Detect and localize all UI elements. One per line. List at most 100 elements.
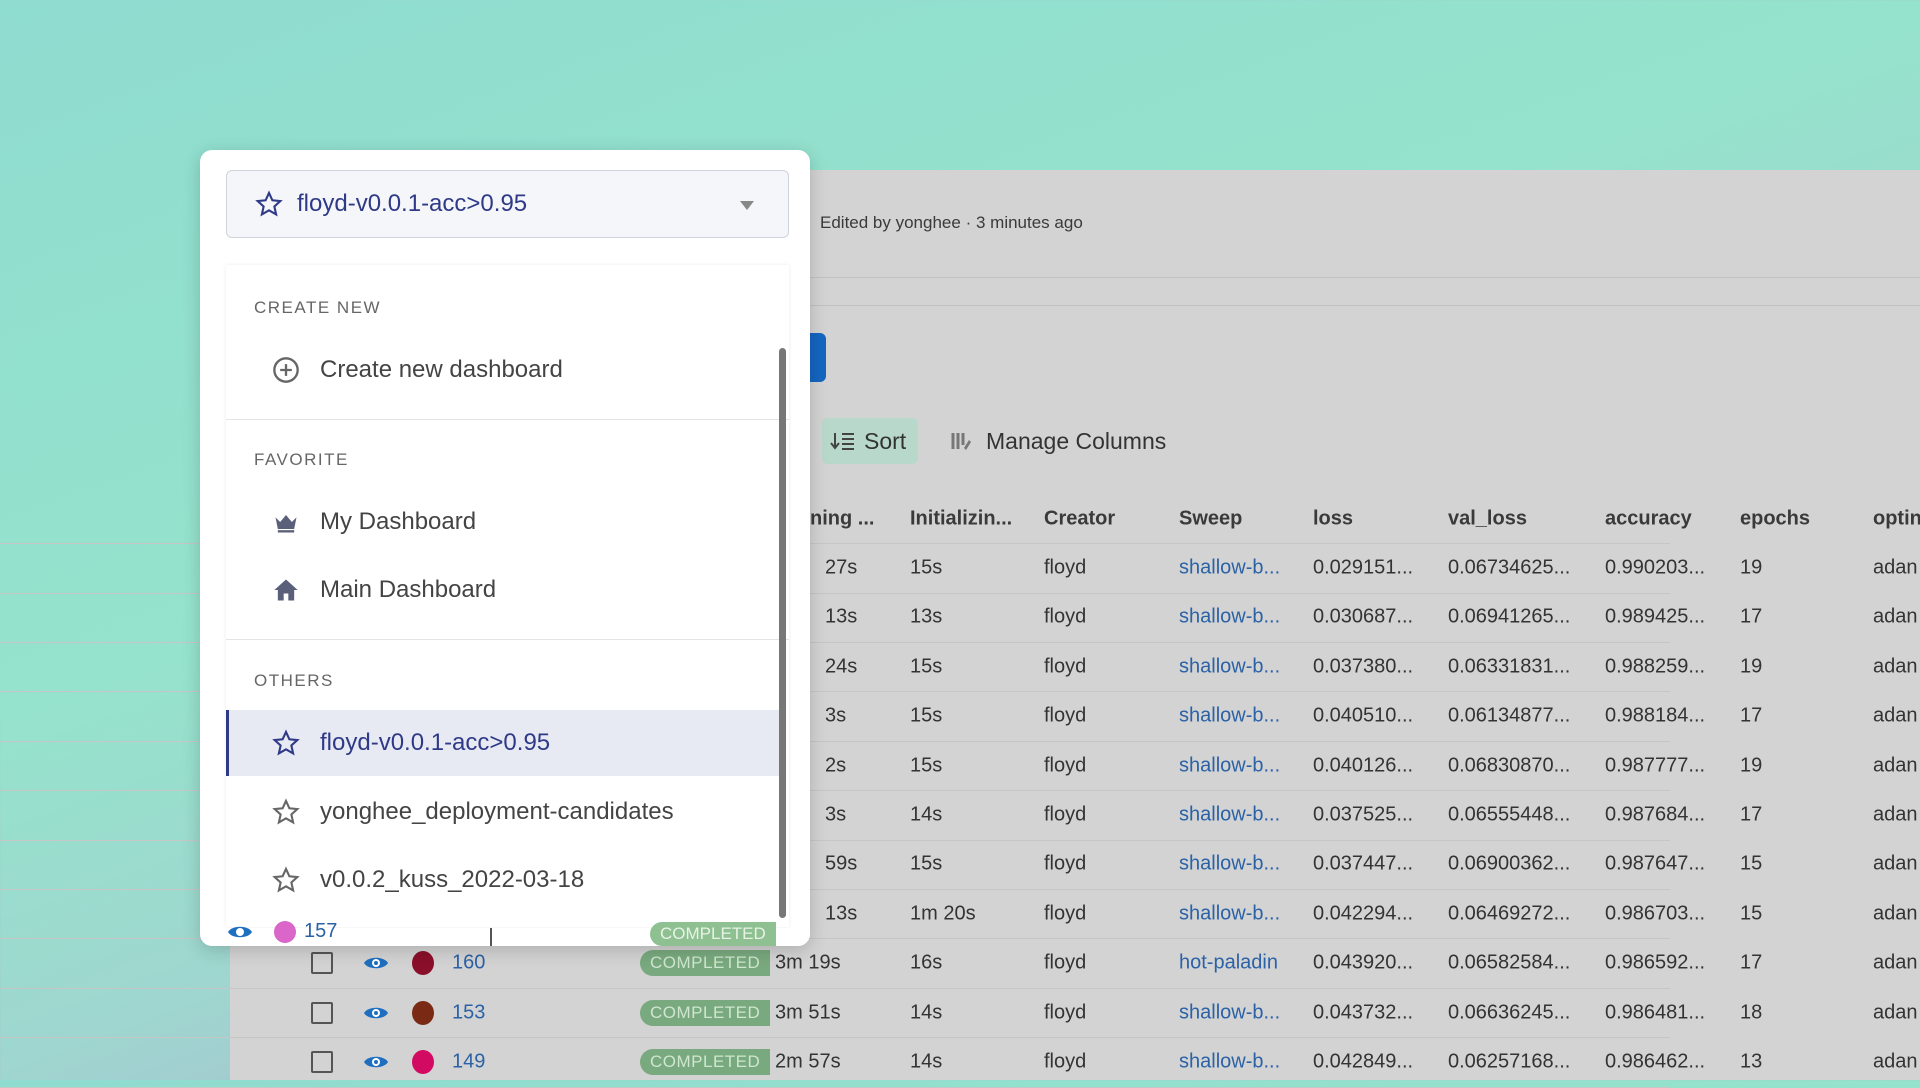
sweep-link[interactable]: shallow-b...	[1179, 754, 1281, 777]
table-cell-epochs: 17	[1740, 704, 1763, 727]
divider	[0, 592, 1670, 594]
table-cell-loss: 0.042294...	[1313, 902, 1414, 925]
column-header[interactable]: Creator	[1044, 507, 1116, 530]
table-cell-init: 14s	[910, 803, 943, 826]
table-cell-opt: adan	[1873, 902, 1918, 925]
sweep-link[interactable]: shallow-b...	[1179, 1050, 1281, 1073]
sweep-link[interactable]: shallow-b...	[1179, 655, 1281, 678]
eye-icon[interactable]	[227, 924, 253, 945]
sweep-link[interactable]: shallow-b...	[1179, 556, 1281, 579]
sweep-link[interactable]: shallow-b...	[1179, 803, 1281, 826]
eye-icon[interactable]	[363, 1005, 389, 1021]
table-cell-epochs: 13	[1740, 1050, 1763, 1073]
table-cell-creator: floyd	[1044, 951, 1087, 974]
run-color-dot	[274, 921, 296, 943]
table-cell-creator: floyd	[1044, 704, 1087, 727]
table-cell-opt: adan	[1873, 803, 1918, 826]
dashboard-item-yonghee[interactable]: yonghee_deployment-candidates	[226, 779, 781, 845]
table-cell-run: 24s	[825, 655, 858, 678]
divider	[0, 790, 1670, 792]
table-cell-creator: floyd	[1044, 803, 1087, 826]
run-id-link[interactable]: 157	[304, 920, 338, 942]
divider	[0, 740, 1670, 742]
column-header[interactable]: Initializin...	[910, 507, 1013, 530]
table-cell-loss: 0.040126...	[1313, 754, 1414, 777]
table-cell-loss: 0.029151...	[1313, 556, 1414, 579]
divider	[0, 543, 1670, 544]
sweep-link[interactable]: shallow-b...	[1179, 605, 1281, 628]
column-header[interactable]: accuracy	[1605, 507, 1692, 530]
star-icon	[255, 190, 283, 217]
table-cell-loss: 0.037525...	[1313, 803, 1414, 826]
table-cell-val_loss: 0.06636245...	[1448, 1001, 1571, 1024]
create-new-dashboard-item[interactable]: Create new dashboard	[226, 337, 781, 403]
table-cell-epochs: 17	[1740, 951, 1763, 974]
table-cell-init: 15s	[910, 556, 943, 579]
table-cell-creator: floyd	[1044, 1001, 1087, 1024]
column-header[interactable]: epochs	[1740, 507, 1811, 530]
table-cell-run: 3m 51s	[775, 1001, 841, 1024]
table-cell-val_loss: 0.06469272...	[1448, 902, 1571, 925]
table-cell-val_loss: 0.06257168...	[1448, 1050, 1571, 1073]
table-cell-opt: adan	[1873, 605, 1918, 628]
table-cell-epochs: 17	[1740, 803, 1763, 826]
table-cell-opt: adan	[1873, 655, 1918, 678]
divider	[0, 1037, 1670, 1039]
table-cell-opt: adan	[1873, 704, 1918, 727]
sort-icon	[830, 433, 854, 450]
column-header[interactable]: loss	[1313, 507, 1354, 530]
column-header[interactable]: ning ...	[810, 507, 875, 530]
manage-columns-button[interactable]: Manage Columns	[950, 418, 1166, 464]
sweep-link[interactable]: hot-paladin	[1179, 951, 1278, 974]
sweep-link[interactable]: shallow-b...	[1179, 1001, 1281, 1024]
table-cell-accuracy: 0.986592...	[1605, 951, 1706, 974]
column-header[interactable]: optin	[1873, 507, 1920, 530]
table-cell-run: 13s	[825, 605, 858, 628]
row-checkbox[interactable]	[311, 1001, 333, 1024]
dashboard-switcher-panel: floyd-v0.0.1-acc>0.95 CREATE NEW Create …	[200, 150, 810, 946]
run-id-link[interactable]: 160	[452, 951, 486, 974]
divider	[0, 1086, 1670, 1088]
divider	[0, 888, 1670, 890]
run-id-link[interactable]: 153	[452, 1001, 486, 1024]
dashboard-item-floyd[interactable]: floyd-v0.0.1-acc>0.95	[226, 710, 781, 776]
sort-button[interactable]: Sort	[822, 418, 918, 464]
table-cell-init: 16s	[910, 951, 943, 974]
row-checkbox[interactable]	[311, 1051, 333, 1073]
table-cell-loss: 0.037447...	[1313, 852, 1414, 875]
section-favorite: FAVORITE	[254, 450, 349, 469]
table-cell-init: 15s	[910, 655, 943, 678]
row-checkbox[interactable]	[311, 952, 333, 975]
run-color-dot[interactable]	[412, 1050, 434, 1074]
table-cell-loss: 0.042849...	[1313, 1050, 1414, 1073]
table-cell-init: 14s	[910, 1001, 943, 1024]
dashboard-select[interactable]: floyd-v0.0.1-acc>0.95	[226, 170, 789, 238]
table-cell-loss: 0.037380...	[1313, 655, 1414, 678]
table-cell-creator: floyd	[1044, 852, 1087, 875]
favorite-item-my-dashboard[interactable]: My Dashboard	[226, 489, 781, 555]
run-color-dot[interactable]	[412, 951, 434, 976]
table-cell-val_loss: 0.06331831...	[1448, 655, 1571, 678]
favorite-item-main-dashboard[interactable]: Main Dashboard	[226, 557, 781, 623]
scrollbar[interactable]	[779, 348, 786, 918]
divider	[0, 839, 1670, 841]
column-header[interactable]: val_loss	[1448, 507, 1527, 530]
eye-icon[interactable]	[363, 955, 389, 971]
columns-icon	[951, 433, 971, 450]
table-cell-init: 15s	[910, 754, 943, 777]
sweep-link[interactable]: shallow-b...	[1179, 852, 1281, 875]
table-cell-run: 3s	[825, 803, 847, 826]
item-label: yonghee_deployment-candidates	[320, 798, 674, 825]
dashboard-item-v002[interactable]: v0.0.2_kuss_2022-03-18	[226, 847, 781, 913]
table-cell-epochs: 15	[1740, 852, 1763, 875]
column-header[interactable]: Sweep	[1179, 507, 1243, 530]
table-cell-run: 2s	[825, 754, 847, 777]
run-color-dot[interactable]	[412, 1000, 434, 1025]
sweep-link[interactable]: shallow-b...	[1179, 704, 1281, 727]
table-cell-loss: 0.043920...	[1313, 951, 1414, 974]
divider	[0, 691, 1670, 693]
sweep-link[interactable]: shallow-b...	[1179, 902, 1281, 925]
run-id-link[interactable]: 149	[452, 1050, 486, 1073]
eye-icon[interactable]	[363, 1054, 389, 1070]
table-cell-init: 1m 20s	[910, 902, 976, 925]
